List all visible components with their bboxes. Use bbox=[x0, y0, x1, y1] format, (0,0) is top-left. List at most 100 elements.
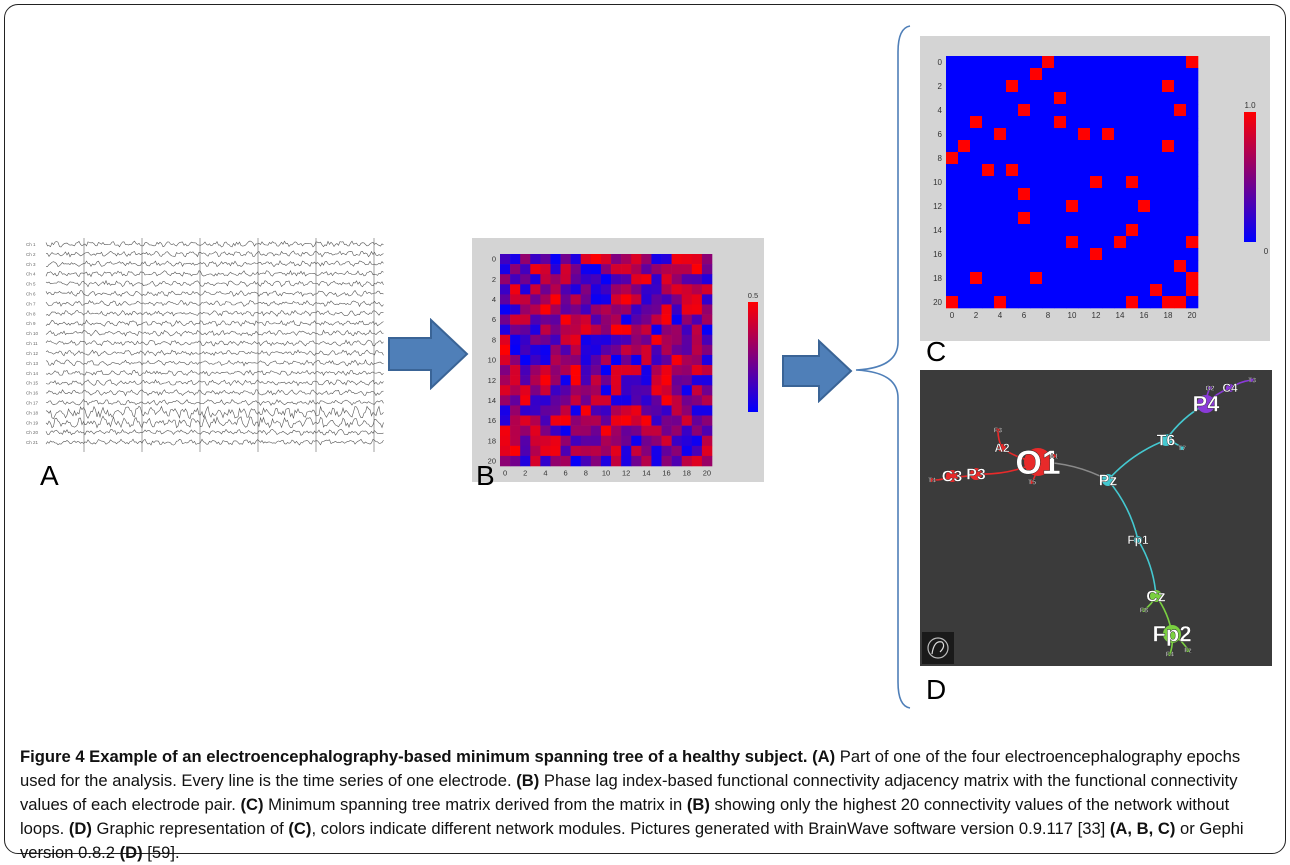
y-tick-label: 20 bbox=[488, 457, 496, 466]
matrix-cell bbox=[1030, 248, 1043, 261]
channel-label: Ch 2 bbox=[26, 252, 36, 257]
matrix-cell bbox=[1030, 212, 1043, 225]
matrix-cell bbox=[701, 264, 713, 275]
matrix-cell bbox=[958, 260, 971, 273]
graph-node-label: P4 bbox=[1193, 392, 1221, 417]
matrix-cell bbox=[621, 294, 632, 305]
matrix-cell bbox=[520, 435, 531, 447]
matrix-cell bbox=[1006, 176, 1019, 189]
graph-node bbox=[1134, 536, 1142, 544]
matrix-cell bbox=[1018, 272, 1031, 285]
matrix-cell bbox=[500, 294, 511, 305]
matrix-cell bbox=[590, 274, 602, 285]
matrix-cell bbox=[1102, 104, 1115, 117]
matrix-cell bbox=[1030, 152, 1043, 165]
matrix-cell bbox=[1006, 248, 1019, 261]
matrix-cell bbox=[661, 274, 672, 285]
matrix-cell bbox=[691, 375, 703, 386]
caption-d-ref2: (A, B, C) bbox=[1109, 819, 1176, 838]
gephi-logo bbox=[922, 632, 954, 664]
matrix-cell bbox=[520, 395, 531, 406]
matrix-cell bbox=[671, 284, 683, 295]
matrix-cell bbox=[540, 435, 551, 447]
figure-caption: Figure 4 Example of an electroencephalog… bbox=[20, 745, 1270, 865]
matrix-cell bbox=[510, 425, 521, 437]
matrix-cell bbox=[1090, 92, 1103, 105]
y-tick-label: 20 bbox=[933, 298, 942, 307]
matrix-cell bbox=[560, 254, 571, 265]
matrix-cell bbox=[661, 435, 672, 447]
matrix-cell bbox=[1042, 68, 1055, 81]
matrix-cell bbox=[540, 415, 551, 426]
matrix-cell bbox=[1114, 260, 1127, 273]
matrix-cell bbox=[1174, 236, 1187, 249]
channel-label: Ch 16 bbox=[26, 391, 39, 396]
matrix-cell bbox=[580, 294, 592, 305]
matrix-cell bbox=[1138, 236, 1151, 249]
matrix-cell bbox=[651, 354, 662, 366]
matrix-cell bbox=[1162, 128, 1175, 141]
matrix-cell bbox=[600, 294, 612, 305]
graph-node bbox=[1197, 395, 1215, 413]
matrix-cell bbox=[1078, 188, 1091, 201]
matrix-cell bbox=[631, 294, 642, 305]
matrix-cell bbox=[982, 272, 995, 285]
matrix-cell bbox=[560, 304, 571, 315]
matrix-cell bbox=[631, 264, 642, 275]
matrix-cell bbox=[540, 354, 551, 366]
matrix-cell bbox=[1042, 116, 1055, 129]
matrix-cell bbox=[1018, 92, 1031, 105]
matrix-cell bbox=[1030, 68, 1043, 81]
matrix-cell bbox=[590, 314, 602, 325]
matrix-cell bbox=[641, 375, 652, 386]
matrix-cell bbox=[1090, 68, 1103, 81]
matrix-cell bbox=[500, 354, 511, 366]
matrix-cell bbox=[1186, 284, 1199, 297]
matrix-cell bbox=[530, 445, 541, 457]
matrix-cell bbox=[570, 324, 582, 336]
matrix-cell bbox=[590, 455, 602, 467]
matrix-cell bbox=[1030, 116, 1043, 129]
matrix-cell bbox=[982, 128, 995, 141]
y-tick-label: 6 bbox=[938, 130, 943, 139]
panel-c-mst-matrix: 0 2 4 6 8 10 12 14 16 18 20 0 2 4 6 8 10 12 14 16 18 20 1.0 0 bbox=[920, 36, 1270, 341]
matrix-cell bbox=[1138, 56, 1151, 69]
matrix-cell bbox=[651, 375, 662, 386]
graph-node bbox=[1168, 652, 1172, 656]
matrix-cell bbox=[1078, 68, 1091, 81]
matrix-cell bbox=[994, 152, 1007, 165]
graph-node bbox=[1150, 590, 1162, 602]
matrix-cell bbox=[1162, 236, 1175, 249]
matrix-cell bbox=[1078, 152, 1091, 165]
graph-node-label: Cz bbox=[1146, 589, 1166, 606]
matrix-cell bbox=[1138, 80, 1151, 93]
matrix-cell bbox=[1018, 200, 1031, 213]
matrix-cell bbox=[994, 92, 1007, 105]
matrix-cell bbox=[510, 385, 521, 396]
y-tick-label: 4 bbox=[492, 295, 496, 304]
matrix-cell bbox=[1126, 92, 1139, 105]
matrix-cell bbox=[1174, 212, 1187, 225]
matrix-cell bbox=[1102, 284, 1115, 297]
matrix-cell bbox=[1066, 92, 1079, 105]
matrix-cell bbox=[570, 274, 582, 285]
matrix-cell bbox=[994, 272, 1007, 285]
channel-label: Ch 20 bbox=[26, 430, 39, 435]
matrix-cell bbox=[946, 164, 959, 177]
y-tick-label: 18 bbox=[933, 274, 942, 283]
matrix-cell bbox=[691, 395, 703, 406]
matrix-cell bbox=[1090, 80, 1103, 93]
matrix-cell bbox=[631, 375, 642, 386]
matrix-cell bbox=[1042, 188, 1055, 201]
x-tick-label: 2 bbox=[974, 311, 979, 320]
matrix-cell bbox=[590, 435, 602, 447]
matrix-cell bbox=[1102, 80, 1115, 93]
channel-label: Ch 7 bbox=[26, 301, 36, 306]
matrix-cell bbox=[520, 264, 531, 275]
matrix-cell bbox=[1114, 248, 1127, 261]
matrix-cell bbox=[1018, 140, 1031, 153]
matrix-cell bbox=[1066, 224, 1079, 237]
matrix-cell bbox=[621, 304, 632, 315]
matrix-cell bbox=[590, 405, 602, 416]
matrix-cell bbox=[1114, 176, 1127, 189]
